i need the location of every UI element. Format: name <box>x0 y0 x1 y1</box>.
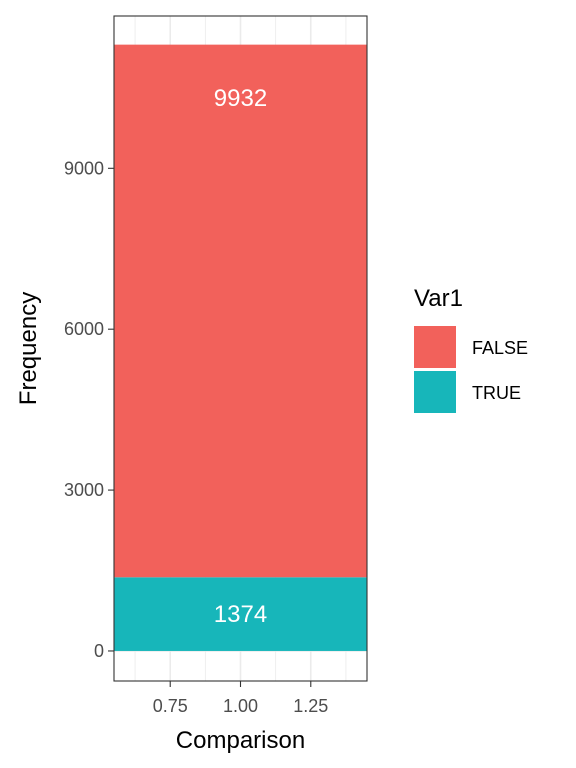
y-tick-label: 3000 <box>64 480 104 500</box>
legend-key-true <box>414 371 456 413</box>
legend: Var1 FALSE TRUE <box>414 285 528 413</box>
legend-key-false <box>414 326 456 368</box>
x-axis: 0.75 1.00 1.25 <box>153 681 328 716</box>
legend-title: Var1 <box>414 285 463 312</box>
x-tick-label: 1.00 <box>223 696 258 716</box>
legend-label-false: FALSE <box>472 338 528 358</box>
y-axis: 0 3000 6000 9000 <box>64 158 114 661</box>
y-tick-label: 0 <box>94 641 104 661</box>
y-tick-label: 9000 <box>64 158 104 178</box>
bar-false <box>114 44 367 578</box>
y-tick-label: 6000 <box>64 319 104 339</box>
bar-true <box>114 577 367 651</box>
data-label-false: 9932 <box>214 85 267 112</box>
data-label-true: 1374 <box>214 601 267 628</box>
legend-entries: FALSE TRUE <box>414 326 528 413</box>
bar-labels: 1374 9932 <box>214 85 267 628</box>
x-tick-label: 0.75 <box>153 696 188 716</box>
y-axis-title: Frequency <box>15 292 42 405</box>
bars <box>114 44 367 651</box>
legend-label-true: TRUE <box>472 383 521 403</box>
x-tick-label: 1.25 <box>293 696 328 716</box>
x-axis-title: Comparison <box>176 727 305 754</box>
